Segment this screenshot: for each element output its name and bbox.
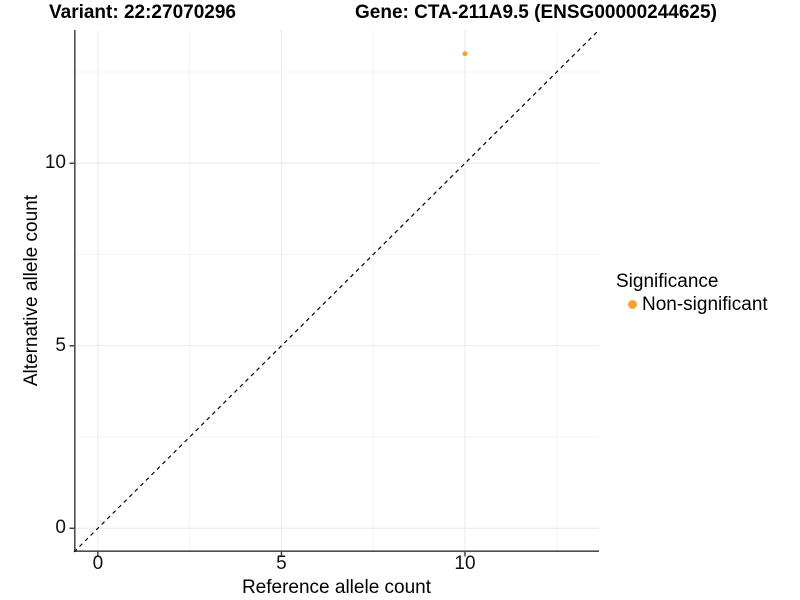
plot-panel [69, 29, 600, 557]
x-tick-label: 10 [454, 553, 476, 574]
legend-point-marker-icon [628, 300, 637, 309]
plot-title-gene: Gene: CTA-211A9.5 (ENSG00000244625) [355, 2, 717, 23]
data-point [462, 51, 468, 57]
y-tick-label: 10 [44, 152, 66, 174]
x-tick-label: 5 [276, 553, 287, 574]
legend-item-label: Non-significant [642, 294, 768, 315]
plot-title-variant: Variant: 22:27070296 [49, 2, 236, 23]
y-tick-label: 5 [55, 334, 66, 356]
x-tick-label: 0 [92, 553, 104, 574]
legend-item: Non-significant [616, 294, 768, 315]
plot-area-svg [69, 29, 600, 557]
y-axis-title: Alternative allele count [21, 195, 42, 387]
legend: Significance Non-significant [616, 270, 768, 315]
legend-title: Significance [616, 271, 719, 292]
x-axis-title: Reference allele count [241, 577, 432, 598]
identity-line [73, 29, 600, 553]
y-tick-label: 0 [55, 517, 66, 539]
